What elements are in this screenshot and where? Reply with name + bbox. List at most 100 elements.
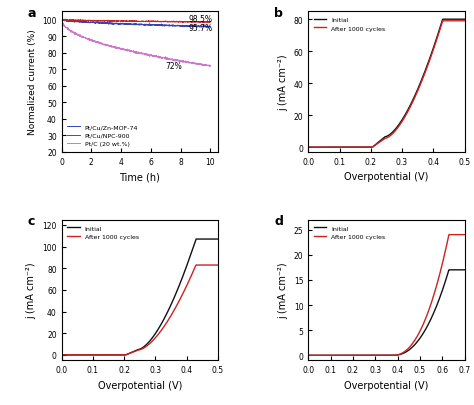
- X-axis label: Time (h): Time (h): [119, 172, 160, 182]
- Y-axis label: j (mA cm⁻²): j (mA cm⁻²): [278, 262, 288, 318]
- Pt/Cu/NPC-900: [175, 20, 181, 25]
- After 1000 cycles: [176, 298, 182, 303]
- Initial: [163, 313, 169, 318]
- Line: After 1000 cycles: After 1000 cycles: [309, 235, 465, 356]
- Line: Initial: Initial: [309, 270, 465, 356]
- After 1000 cycles: [151, 337, 156, 342]
- Initial: [215, 237, 220, 242]
- Initial: [176, 284, 182, 288]
- Initial: [410, 345, 416, 350]
- Legend: Pt/Cu/Zn-MOF-74, Pt/Cu/NPC-900, Pt/C (20 wt.%): Pt/Cu/Zn-MOF-74, Pt/Cu/NPC-900, Pt/C (20…: [65, 122, 141, 149]
- Line: Pt/C (20 wt.%): Pt/C (20 wt.%): [62, 20, 210, 67]
- Pt/Cu/NPC-900: [74, 19, 80, 24]
- Pt/Cu/Zn-MOF-74: [124, 22, 130, 27]
- Initial: [423, 326, 429, 331]
- Pt/Cu/NPC-900: [124, 20, 130, 25]
- Initial: [376, 140, 382, 145]
- After 1000 cycles: [398, 122, 403, 127]
- After 1000 cycles: [440, 19, 446, 24]
- Pt/Cu/NPC-900: [208, 20, 213, 25]
- Legend: Initial, After 1000 cycles: Initial, After 1000 cycles: [65, 223, 141, 242]
- After 1000 cycles: [462, 19, 467, 24]
- After 1000 cycles: [376, 141, 382, 145]
- After 1000 cycles: [163, 322, 169, 326]
- Pt/Cu/Zn-MOF-74: [175, 24, 181, 29]
- Line: Initial: Initial: [62, 239, 218, 355]
- Y-axis label: j (mA cm⁻²): j (mA cm⁻²): [278, 54, 288, 111]
- Line: Initial: Initial: [309, 20, 465, 148]
- Pt/C (20 wt.%): [119, 47, 125, 52]
- Pt/C (20 wt.%): [208, 64, 213, 69]
- After 1000 cycles: [410, 341, 416, 346]
- After 1000 cycles: [447, 232, 452, 237]
- Pt/C (20 wt.%): [124, 49, 130, 54]
- Initial: [376, 353, 382, 358]
- After 1000 cycles: [306, 145, 311, 150]
- Pt/C (20 wt.%): [207, 65, 213, 70]
- X-axis label: Overpotential (V): Overpotential (V): [344, 380, 428, 390]
- After 1000 cycles: [215, 263, 220, 268]
- Legend: Initial, After 1000 cycles: Initial, After 1000 cycles: [311, 15, 388, 34]
- Line: Pt/Cu/NPC-900: Pt/Cu/NPC-900: [62, 20, 210, 23]
- Text: 72%: 72%: [166, 62, 182, 71]
- Initial: [346, 353, 351, 358]
- Pt/Cu/Zn-MOF-74: [59, 17, 64, 22]
- Text: d: d: [274, 214, 283, 227]
- After 1000 cycles: [376, 353, 382, 358]
- Initial: [462, 18, 467, 23]
- After 1000 cycles: [423, 69, 429, 74]
- After 1000 cycles: [410, 100, 416, 105]
- After 1000 cycles: [193, 263, 199, 268]
- Pt/Cu/NPC-900: [161, 20, 166, 25]
- After 1000 cycles: [333, 145, 339, 150]
- Initial: [462, 268, 467, 273]
- Pt/C (20 wt.%): [59, 18, 64, 23]
- Initial: [59, 353, 64, 358]
- Pt/Cu/NPC-900: [59, 18, 64, 23]
- Initial: [99, 353, 105, 358]
- Pt/Cu/Zn-MOF-74: [177, 24, 183, 29]
- Initial: [398, 121, 403, 126]
- After 1000 cycles: [346, 353, 351, 358]
- Pt/C (20 wt.%): [161, 56, 166, 61]
- Pt/Cu/NPC-900: [119, 20, 125, 25]
- X-axis label: Overpotential (V): Overpotential (V): [344, 172, 428, 182]
- Line: Pt/Cu/Zn-MOF-74: Pt/Cu/Zn-MOF-74: [62, 20, 210, 28]
- After 1000 cycles: [346, 145, 351, 150]
- Initial: [306, 353, 311, 358]
- Initial: [333, 353, 339, 358]
- Initial: [129, 350, 135, 355]
- Pt/Cu/Zn-MOF-74: [161, 23, 166, 28]
- After 1000 cycles: [86, 353, 92, 358]
- Line: After 1000 cycles: After 1000 cycles: [309, 22, 465, 148]
- Initial: [193, 237, 199, 242]
- Initial: [333, 145, 339, 150]
- Pt/Cu/NPC-900: [204, 21, 210, 26]
- After 1000 cycles: [423, 315, 429, 320]
- Text: 98.5%: 98.5%: [188, 15, 212, 24]
- Pt/Cu/Zn-MOF-74: [208, 25, 213, 30]
- Pt/Cu/NPC-900: [177, 20, 183, 25]
- Initial: [410, 99, 416, 104]
- Y-axis label: Normalized current (%): Normalized current (%): [27, 30, 36, 135]
- Initial: [86, 353, 92, 358]
- Initial: [346, 145, 351, 150]
- After 1000 cycles: [59, 353, 64, 358]
- Initial: [440, 18, 446, 23]
- Text: a: a: [27, 6, 36, 19]
- After 1000 cycles: [99, 353, 105, 358]
- Pt/Cu/Zn-MOF-74: [205, 26, 211, 31]
- After 1000 cycles: [398, 352, 403, 356]
- Initial: [423, 67, 429, 72]
- Initial: [447, 268, 452, 273]
- Pt/Cu/Zn-MOF-74: [74, 20, 80, 25]
- Text: b: b: [274, 6, 283, 19]
- After 1000 cycles: [306, 353, 311, 358]
- X-axis label: Overpotential (V): Overpotential (V): [98, 380, 182, 390]
- After 1000 cycles: [333, 353, 339, 358]
- Pt/C (20 wt.%): [74, 32, 80, 37]
- Legend: Initial, After 1000 cycles: Initial, After 1000 cycles: [311, 223, 388, 242]
- Text: c: c: [27, 214, 35, 227]
- Pt/C (20 wt.%): [177, 59, 183, 64]
- After 1000 cycles: [462, 232, 467, 237]
